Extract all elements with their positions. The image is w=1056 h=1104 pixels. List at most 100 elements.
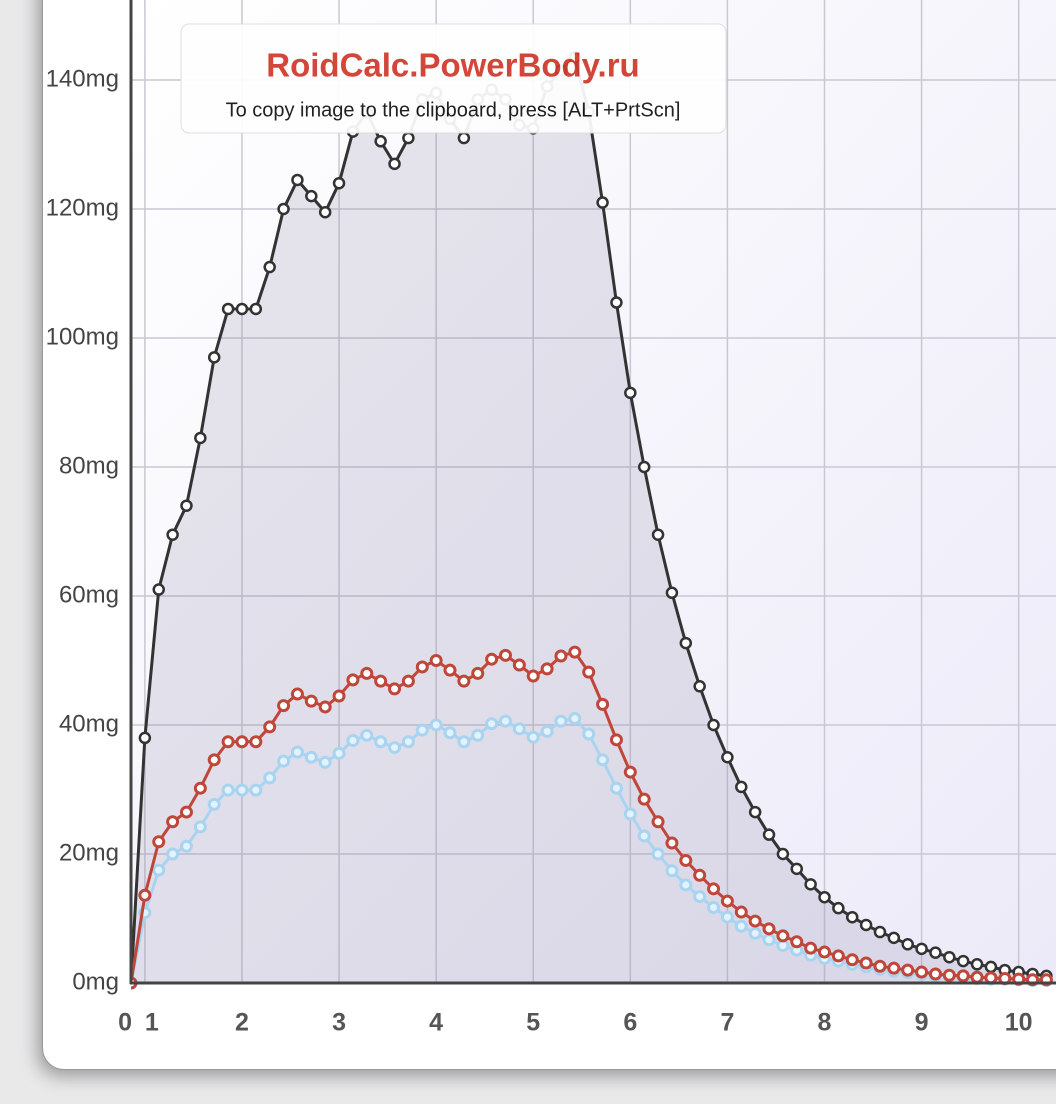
data-point <box>623 765 637 779</box>
data-point <box>318 205 332 219</box>
y-tick-label: 40mg <box>59 710 119 737</box>
data-point <box>651 528 665 541</box>
data-point <box>679 636 693 650</box>
data-point <box>249 735 263 749</box>
data-point <box>471 728 485 742</box>
data-point <box>235 302 249 316</box>
data-point <box>402 131 415 145</box>
data-point <box>415 723 429 737</box>
data-point <box>748 805 762 819</box>
data-point <box>596 196 609 209</box>
x-tick-label: 10 <box>1005 1009 1033 1037</box>
y-tick-label: 120mg <box>46 194 119 221</box>
data-point <box>623 807 637 821</box>
data-point <box>540 662 554 676</box>
data-point <box>207 797 221 811</box>
data-point <box>290 745 304 759</box>
plot-area <box>131 51 1053 990</box>
data-point <box>901 938 914 951</box>
data-point <box>346 673 360 687</box>
x-tick-label: 7 <box>720 1009 734 1037</box>
data-point <box>887 931 901 945</box>
data-point <box>901 963 915 977</box>
data-point <box>179 805 193 819</box>
data-point <box>720 894 734 908</box>
data-point <box>984 971 998 985</box>
data-point <box>554 649 568 663</box>
data-point <box>332 746 346 760</box>
data-point <box>374 135 387 148</box>
data-point <box>221 735 235 749</box>
data-point <box>873 959 887 973</box>
data-point <box>679 853 693 867</box>
data-point <box>707 718 720 732</box>
data-point <box>290 687 304 701</box>
data-point <box>415 660 429 674</box>
data-point <box>693 680 706 693</box>
data-point <box>721 751 734 764</box>
data-point <box>790 862 804 876</box>
data-point <box>485 652 499 666</box>
data-point <box>166 847 180 861</box>
data-point <box>651 847 665 861</box>
tick-labels: 0mg 20mg 40mg 60mg 80mg 100mg 120mg 140mg 0 1 2 3 4 5… <box>46 65 1033 1036</box>
data-point <box>152 835 166 849</box>
x-tick-label: 3 <box>332 1009 346 1037</box>
data-point <box>637 792 651 806</box>
watermark-text: To copy image to the clipboard, press [A… <box>226 99 681 121</box>
y-tick-label: 100mg <box>46 323 119 350</box>
data-point <box>277 754 291 768</box>
data-point <box>263 260 276 274</box>
data-point <box>943 950 956 964</box>
data-point <box>360 666 374 680</box>
data-point <box>818 890 831 904</box>
data-point <box>443 726 457 740</box>
data-point <box>471 666 485 680</box>
data-point <box>596 697 610 711</box>
data-point <box>526 730 540 744</box>
data-point <box>332 689 346 703</box>
data-point <box>707 901 721 915</box>
watermark-title: RoidCalc.PowerBody.ru <box>266 47 639 84</box>
data-point <box>526 669 540 683</box>
x-tick-label: 0 <box>118 1009 132 1037</box>
data-point <box>859 918 873 932</box>
data-point <box>609 781 623 795</box>
data-point <box>498 648 512 662</box>
data-point <box>457 131 471 145</box>
plot-background <box>131 0 1056 983</box>
data-point <box>831 949 845 963</box>
data-point <box>582 665 596 679</box>
data-point <box>388 682 402 696</box>
data-point <box>804 878 817 891</box>
data-point <box>512 722 526 736</box>
data-point <box>554 714 568 728</box>
x-tick-label: 1 <box>145 1009 159 1037</box>
data-point <box>693 890 707 904</box>
data-point <box>221 302 235 316</box>
data-point <box>332 176 346 190</box>
data-point <box>207 753 221 767</box>
x-tick-label: 2 <box>235 1009 249 1037</box>
data-point <box>263 771 277 785</box>
data-point <box>235 783 249 797</box>
data-point <box>193 820 207 834</box>
data-point <box>360 728 374 742</box>
y-tick-label: 140mg <box>46 65 119 92</box>
data-point <box>790 935 804 949</box>
data-point <box>637 829 651 843</box>
x-tick-label: 5 <box>526 1009 540 1037</box>
data-point <box>762 933 776 947</box>
watermark-box <box>180 23 727 134</box>
data-point <box>748 926 762 940</box>
data-point <box>512 658 526 672</box>
data-point <box>221 783 235 797</box>
data-point <box>193 781 207 795</box>
data-point <box>401 674 415 688</box>
data-point <box>748 914 762 928</box>
data-point <box>693 868 707 882</box>
data-point <box>304 694 318 708</box>
data-point <box>776 847 790 861</box>
data-point <box>762 922 776 936</box>
data-point <box>845 953 859 967</box>
